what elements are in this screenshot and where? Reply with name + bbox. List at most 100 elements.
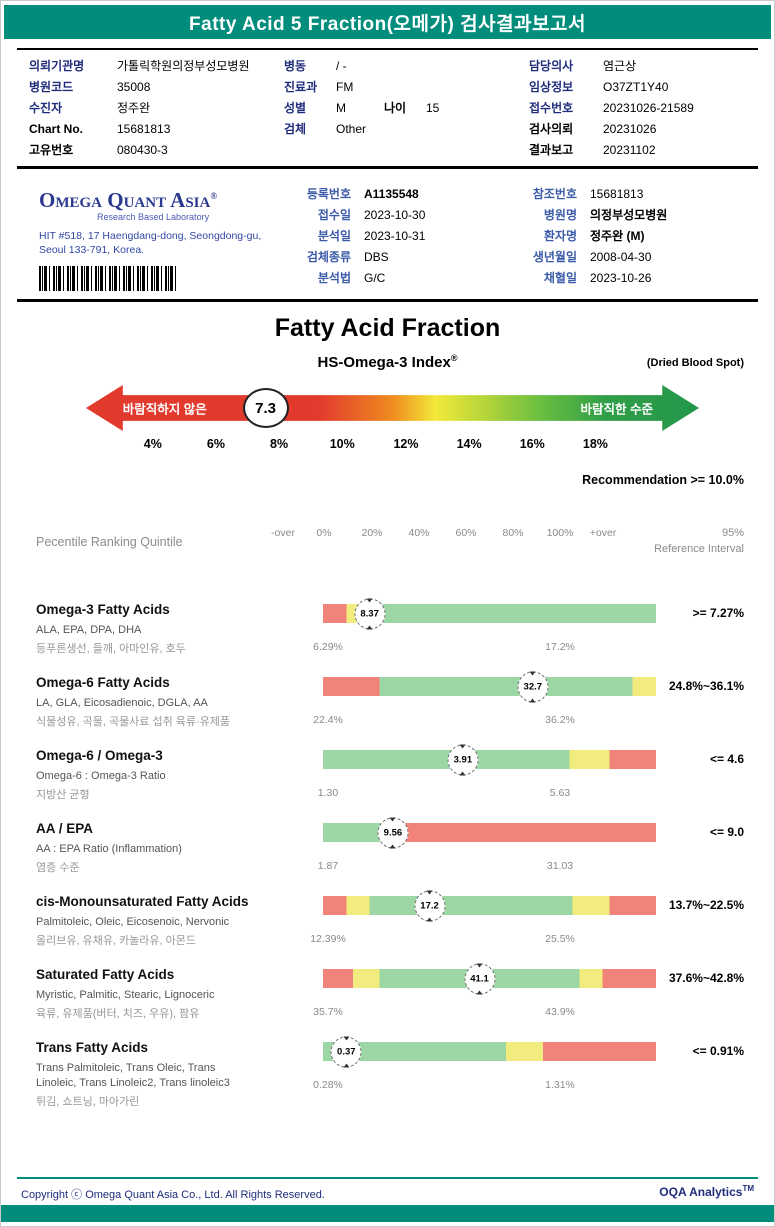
result-value: 41.1 xyxy=(470,973,489,984)
lab-address-line1: HIT #518, 17 Haengdang-dong, Seongdong-g… xyxy=(39,230,262,242)
row-description-korean: 튀김, 쇼트닝, 마아가린 xyxy=(36,1096,140,1108)
gauge-high-label: 바람직한 수준 xyxy=(580,402,654,417)
range-max: 5.63 xyxy=(549,787,571,799)
reference-interval: <= 9.0 xyxy=(709,825,744,839)
field-value: 2023-10-26 xyxy=(590,271,652,285)
result-bar: 8.37 xyxy=(323,598,656,629)
field-label: 생년월일 xyxy=(532,250,577,264)
range-min: 6.29% xyxy=(313,641,343,653)
omega3-index-value-badge: 7.3 xyxy=(242,388,289,428)
field-label: 임상정보 xyxy=(529,80,574,94)
row-subtitle: Trans Palmitoleic, Trans Oleic, Trans xyxy=(36,1062,216,1074)
result-bar: 41.1 xyxy=(323,963,656,994)
field-label: 성별 xyxy=(284,101,307,115)
scale-tick-label: 20% xyxy=(361,527,383,539)
field-label: 채혈일 xyxy=(543,271,577,285)
row-text-block: cis-Monounsaturated Fatty Acids Palmitol… xyxy=(36,894,249,948)
field-value: 15 xyxy=(426,101,440,115)
field-label: 접수번호 xyxy=(529,101,574,115)
range-min: 22.4% xyxy=(313,714,343,726)
range-min: 1.87 xyxy=(317,860,339,872)
result-value-badge: 3.91 xyxy=(447,744,479,775)
field-label: Chart No. xyxy=(29,122,83,136)
info-line: 접수번호 20231026-21589 xyxy=(529,98,746,119)
field-value: DBS xyxy=(364,250,389,264)
result-value: 0.37 xyxy=(337,1046,356,1057)
field-label: 병원명 xyxy=(543,208,577,222)
index-title-text: HS-Omega-3 Index xyxy=(317,354,451,371)
field-label: 등록번호 xyxy=(306,187,351,201)
gauge-low-label: 바람직하지 않은 xyxy=(122,402,207,417)
row-text-block: Omega-6 / Omega-3 Omega-6 : Omega-3 Rati… xyxy=(36,748,166,802)
field-value: 15681813 xyxy=(117,122,171,136)
field-label: 병동 xyxy=(284,59,307,73)
result-bar: 17.2 xyxy=(323,890,656,921)
result-value-badge: 8.37 xyxy=(354,598,386,629)
field-value: A1135548 xyxy=(364,187,419,201)
row-subtitle: AA : EPA Ratio (Inflammation) xyxy=(36,843,182,855)
result-bar: 9.56 xyxy=(323,817,656,848)
page-title: Fatty Acid Fraction xyxy=(274,314,501,342)
recommendation-text: Recommendation >= 10.0% xyxy=(582,473,744,487)
field-value: 2023-10-30 xyxy=(364,208,426,222)
row-text-block: AA / EPA AA : EPA Ratio (Inflammation) 염… xyxy=(36,821,182,875)
scale-tick-label: +over xyxy=(589,527,617,539)
info-line: 성별 M 나이 15 xyxy=(284,98,529,119)
info-line: Chart No. 15681813 xyxy=(29,119,284,140)
gauge-marker-layer: 7.3 xyxy=(86,385,699,431)
field-value: G/C xyxy=(364,271,386,285)
reference-interval: 24.8%~36.1% xyxy=(668,679,744,693)
laboratory-identity: Omega Quant Asia® Research Based Laborat… xyxy=(39,184,289,291)
row-description-korean: 등푸른생선, 들깨, 아마인유, 호두 xyxy=(36,643,186,655)
index-header: HS-Omega-3 Index® (Dried Blood Spot) xyxy=(31,353,744,371)
quintile-title: Pecentile Ranking Quintile xyxy=(36,535,183,549)
lab-logo: Omega Quant Asia® xyxy=(39,184,289,212)
row-description-korean: 육류, 유제품(버터, 치즈, 우유), 팜유 xyxy=(36,1008,200,1020)
gauge-scale: 4% 6% 8% 10% 12% 14% 16% 18% xyxy=(86,437,699,453)
reference-percent: 95% xyxy=(721,527,744,539)
info-line: 검체종류 DBS xyxy=(289,247,519,268)
field-label: 진료과 xyxy=(284,80,318,94)
info-line: 생년월일 2008-04-30 xyxy=(519,247,758,268)
registered-mark: ® xyxy=(210,191,218,201)
brand-text: OQA AnalyticsTM xyxy=(659,1184,754,1199)
patient-info-middle: 병동 / - 진료과 FM 성별 M 나이 15 검체 Other xyxy=(284,56,529,161)
fatty-acid-row-saturated: Saturated Fatty Acids Myristic, Palmitic… xyxy=(1,963,774,1039)
footer-divider xyxy=(17,1177,758,1179)
field-label: 환자명 xyxy=(543,229,577,243)
range-max: 36.2% xyxy=(545,714,575,726)
info-line: 결과보고 20231102 xyxy=(529,140,746,161)
info-line: 분석법 G/C xyxy=(289,268,519,289)
result-bar: 32.7 xyxy=(323,671,656,702)
patient-info-right: 담당의사 염근상 임상정보 O37ZT1Y40 접수번호 20231026-21589… xyxy=(529,56,746,161)
field-value: FM xyxy=(336,80,354,94)
field-label: 의뢰기관명 xyxy=(29,59,85,73)
scale-tick-label: 80% xyxy=(502,527,524,539)
scale-tick-label: -over xyxy=(271,527,295,539)
report-title: Fatty Acid 5 Fraction(오메가) 검사결과보고서 xyxy=(189,13,586,35)
info-line: 병원명 의정부성모병원 xyxy=(519,205,758,226)
row-title: Omega-3 Fatty Acids xyxy=(36,602,170,617)
fatty-acid-row-aa-epa-ratio: AA / EPA AA : EPA Ratio (Inflammation) 염… xyxy=(1,817,774,893)
result-bar: 0.37 xyxy=(323,1036,656,1067)
laboratory-section: Omega Quant Asia® Research Based Laborat… xyxy=(17,179,758,302)
scale-tick-label: 12% xyxy=(393,437,419,451)
info-line: 참조번호 15681813 xyxy=(519,184,758,205)
row-description-korean: 올리브유, 유채유, 카놀라유, 아몬드 xyxy=(36,935,197,947)
field-label: 결과보고 xyxy=(529,143,574,157)
field-label: 참조번호 xyxy=(532,187,577,201)
result-value-badge: 17.2 xyxy=(414,890,446,921)
info-line: 진료과 FM xyxy=(284,77,529,98)
result-value: 32.7 xyxy=(523,681,543,692)
index-title: HS-Omega-3 Index® xyxy=(317,353,457,371)
range-max: 1.31% xyxy=(545,1079,575,1091)
row-title: Trans Fatty Acids xyxy=(36,1040,149,1055)
info-line: 검체 Other xyxy=(284,119,529,140)
field-label: 검체종류 xyxy=(306,250,351,264)
field-value: 20231102 xyxy=(603,143,656,157)
field-value: 080430-3 xyxy=(117,143,168,157)
range-min: 1.30 xyxy=(317,787,339,799)
row-description-korean: 지방산 균형 xyxy=(36,789,90,801)
scale-tick-label: 100% xyxy=(546,527,574,539)
info-line: 등록번호 A1135548 xyxy=(289,184,519,205)
